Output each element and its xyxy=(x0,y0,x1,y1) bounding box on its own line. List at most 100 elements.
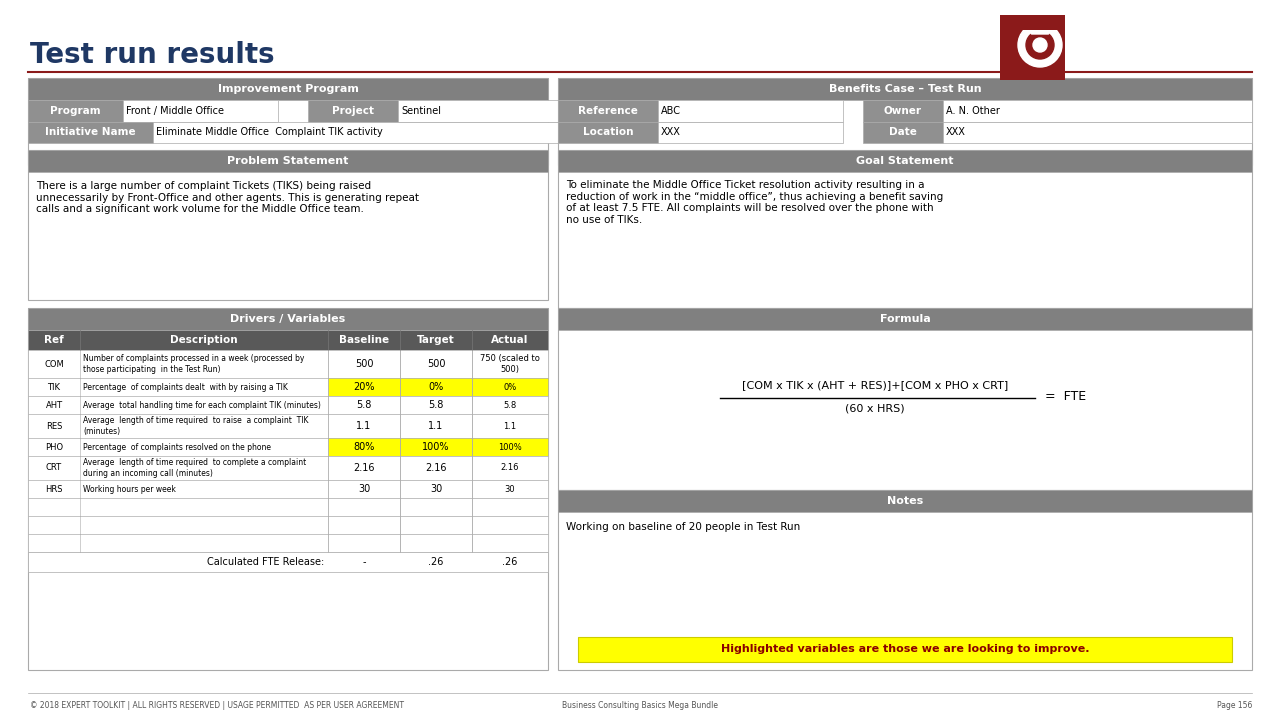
Bar xyxy=(28,78,548,165)
Text: 100%: 100% xyxy=(498,443,522,451)
Text: PHO: PHO xyxy=(45,443,63,451)
Bar xyxy=(28,308,548,670)
Bar xyxy=(308,100,398,122)
Bar xyxy=(1000,15,1065,80)
Bar xyxy=(558,122,658,143)
Text: Program: Program xyxy=(50,106,100,116)
Circle shape xyxy=(1033,38,1047,52)
Bar xyxy=(28,498,548,516)
Text: 750 (scaled to
500): 750 (scaled to 500) xyxy=(480,354,540,374)
Bar xyxy=(472,498,548,516)
Text: Benefits Case – Test Run: Benefits Case – Test Run xyxy=(828,84,982,94)
Text: [COM x TIK x (AHT + RES)]+[COM x PHO x CRT]: [COM x TIK x (AHT + RES)]+[COM x PHO x C… xyxy=(742,380,1009,390)
Text: Test run results: Test run results xyxy=(29,41,275,69)
Text: Average  length of time required  to raise  a complaint  TIK
(minutes): Average length of time required to raise… xyxy=(83,416,308,436)
Text: Average  length of time required  to complete a complaint
during an incoming cal: Average length of time required to compl… xyxy=(83,459,306,477)
Text: 0%: 0% xyxy=(429,382,444,392)
Text: Working on baseline of 20 people in Test Run: Working on baseline of 20 people in Test… xyxy=(566,522,800,532)
Bar xyxy=(154,122,576,143)
Text: Page 156: Page 156 xyxy=(1216,701,1252,711)
Text: COM: COM xyxy=(44,359,64,369)
Text: .26: .26 xyxy=(502,557,517,567)
Bar xyxy=(28,414,548,438)
Bar xyxy=(399,498,472,516)
Text: 1.1: 1.1 xyxy=(356,421,371,431)
Bar xyxy=(472,534,548,552)
Text: Project: Project xyxy=(332,106,374,116)
Text: Baseline: Baseline xyxy=(339,335,389,345)
Bar xyxy=(558,308,1252,490)
Bar xyxy=(472,396,548,414)
Bar xyxy=(472,414,548,438)
Bar xyxy=(472,516,548,534)
FancyBboxPatch shape xyxy=(1030,24,1050,34)
Text: 2.16: 2.16 xyxy=(353,463,375,473)
Bar xyxy=(28,534,548,552)
Bar xyxy=(28,330,548,350)
Bar xyxy=(399,516,472,534)
Text: Notes: Notes xyxy=(887,496,923,506)
Bar xyxy=(28,378,548,396)
Bar xyxy=(558,78,1252,100)
Bar xyxy=(579,637,1231,662)
Bar xyxy=(328,438,399,456)
Circle shape xyxy=(1027,31,1053,59)
Bar xyxy=(658,122,844,143)
Bar xyxy=(28,516,548,534)
Text: 5.8: 5.8 xyxy=(429,400,444,410)
Text: RES: RES xyxy=(46,421,63,431)
Bar xyxy=(399,414,472,438)
Bar xyxy=(558,150,1252,172)
Bar xyxy=(328,350,399,378)
Circle shape xyxy=(1018,23,1062,67)
Text: Number of complaints processed in a week (processed by
those participating  in t: Number of complaints processed in a week… xyxy=(83,354,305,374)
Text: Drivers / Variables: Drivers / Variables xyxy=(230,314,346,324)
Text: 30: 30 xyxy=(430,484,442,494)
Bar xyxy=(472,350,548,378)
Bar xyxy=(28,308,548,330)
Bar xyxy=(328,498,399,516)
Bar xyxy=(863,122,943,143)
Text: Percentage  of complaints resolved on the phone: Percentage of complaints resolved on the… xyxy=(83,443,271,451)
Bar xyxy=(399,396,472,414)
Text: CRT: CRT xyxy=(46,464,61,472)
Text: Average  total handling time for each complaint TIK (minutes): Average total handling time for each com… xyxy=(83,400,321,410)
Bar xyxy=(558,78,1252,165)
Text: 500: 500 xyxy=(426,359,445,369)
Bar xyxy=(399,438,472,456)
Bar xyxy=(399,480,472,498)
Text: Business Consulting Basics Mega Bundle: Business Consulting Basics Mega Bundle xyxy=(562,701,718,711)
Text: Location: Location xyxy=(582,127,634,137)
Text: Reference: Reference xyxy=(579,106,637,116)
Text: Target: Target xyxy=(417,335,454,345)
Bar xyxy=(558,490,1252,512)
Bar xyxy=(328,456,399,480)
Text: 30: 30 xyxy=(358,484,370,494)
Text: TIK: TIK xyxy=(47,382,60,392)
Text: Improvement Program: Improvement Program xyxy=(218,84,358,94)
Bar xyxy=(558,100,658,122)
Text: =  FTE: = FTE xyxy=(1044,390,1087,402)
Bar xyxy=(28,122,154,143)
Bar xyxy=(28,480,548,498)
Bar xyxy=(328,414,399,438)
Bar xyxy=(28,552,548,572)
Text: To eliminate the Middle Office Ticket resolution activity resulting in a
reducti: To eliminate the Middle Office Ticket re… xyxy=(566,180,943,225)
Bar xyxy=(28,350,548,378)
Bar xyxy=(658,100,844,122)
Text: Description: Description xyxy=(170,335,238,345)
Bar xyxy=(328,378,399,396)
Text: HRS: HRS xyxy=(45,485,63,493)
Text: (60 x HRS): (60 x HRS) xyxy=(845,403,905,413)
Text: Date: Date xyxy=(890,127,916,137)
Text: Percentage  of complaints dealt  with by raising a TIK: Percentage of complaints dealt with by r… xyxy=(83,382,288,392)
Bar xyxy=(28,78,548,100)
Text: 20%: 20% xyxy=(353,382,375,392)
Text: XXX: XXX xyxy=(946,127,966,137)
Bar xyxy=(558,308,1252,330)
Bar xyxy=(28,438,548,456)
Text: -: - xyxy=(362,557,366,567)
Text: © 2018 EXPERT TOOLKIT | ALL RIGHTS RESERVED | USAGE PERMITTED  AS PER USER AGREE: © 2018 EXPERT TOOLKIT | ALL RIGHTS RESER… xyxy=(29,701,404,711)
Text: Calculated FTE Release:: Calculated FTE Release: xyxy=(207,557,324,567)
Text: Front / Middle Office: Front / Middle Office xyxy=(125,106,224,116)
